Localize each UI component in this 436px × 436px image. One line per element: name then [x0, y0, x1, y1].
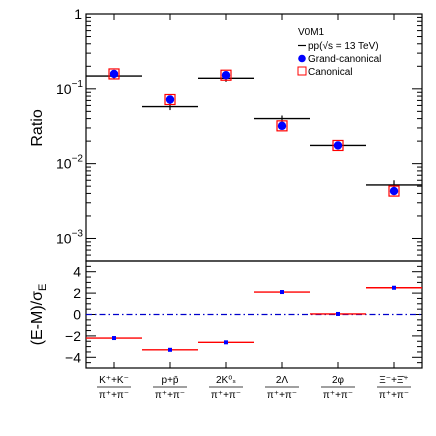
grand-canonical-point: [277, 121, 287, 131]
category-numerator-label: 2K⁰ₛ: [216, 375, 236, 386]
category-numerator-label: 2φ: [332, 375, 345, 386]
deviation-point: [392, 285, 396, 290]
legend-square-marker: [297, 66, 307, 76]
grand-canonical-point: [109, 69, 119, 79]
legend-header: V0M1: [298, 27, 325, 38]
legend-circle-marker: [298, 54, 306, 63]
y-tick-label: 2: [73, 285, 81, 301]
deviation-point: [280, 290, 284, 295]
category-numerator-label: K⁺+K⁻: [99, 375, 129, 386]
y-tick-label: 1: [74, 6, 82, 22]
y-tick-label: −4: [65, 349, 81, 365]
category-denominator-label: π⁺+π⁻: [267, 390, 297, 401]
y-tick-label: 10−2: [56, 154, 83, 172]
category-numerator-label: 2Λ: [276, 375, 289, 386]
category-numerator-label: Ξ⁻+Ξ̄⁺: [379, 375, 408, 386]
canonical-point: [276, 120, 288, 132]
category-numerator-label: p+p̄: [162, 375, 179, 386]
legend-entry-label: pp(√s = 13 TeV): [308, 40, 379, 52]
grand-canonical-point: [165, 95, 175, 104]
deviation-point: [336, 311, 340, 316]
y-axis-title-bottom: (E-M)/σE: [29, 284, 49, 346]
deviation-point: [112, 336, 116, 341]
category-denominator-label: π⁺+π⁻: [211, 390, 241, 401]
canonical-point: [108, 68, 120, 80]
grand-canonical-point: [389, 186, 399, 196]
legend-entry-label: Canonical: [308, 67, 352, 78]
deviation-point: [224, 340, 228, 345]
y-tick-label: 0: [73, 307, 81, 323]
y-axis-title-top: Ratio: [29, 109, 46, 146]
canonical-point: [332, 139, 344, 152]
category-denominator-label: π⁺+π⁻: [155, 390, 185, 401]
category-denominator-label: π⁺+π⁻: [379, 390, 409, 401]
grand-canonical-point: [333, 141, 343, 150]
canonical-point: [220, 69, 232, 81]
y-tick-label: 10−3: [56, 228, 83, 246]
y-tick-label: 10−1: [56, 79, 83, 97]
y-tick-label: −2: [65, 328, 81, 344]
grand-canonical-point: [221, 71, 231, 80]
y-tick-label: 4: [73, 264, 81, 280]
canonical-point: [388, 185, 400, 197]
deviation-point: [168, 347, 172, 352]
canonical-point: [164, 93, 176, 106]
category-denominator-label: π⁺+π⁻: [99, 390, 129, 401]
category-denominator-label: π⁺+π⁻: [323, 390, 353, 401]
legend-entry-label: Grand-canonical: [308, 54, 381, 65]
